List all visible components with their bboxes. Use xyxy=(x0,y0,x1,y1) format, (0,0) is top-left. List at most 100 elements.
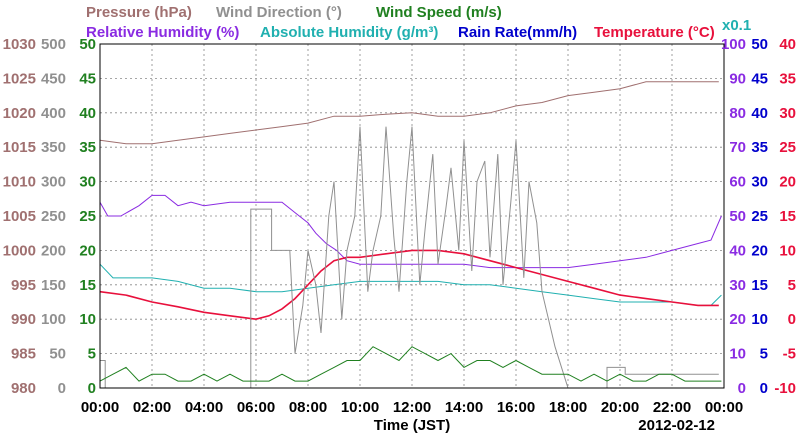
tick-label-temperature: 15 xyxy=(779,208,796,225)
tick-label-temperature: 30 xyxy=(779,105,796,122)
tick-label-humidity: 0 xyxy=(738,380,746,397)
tick-label-wind-direction: 0 xyxy=(58,380,66,397)
series-line-temperature xyxy=(99,249,719,321)
tick-label-wind-speed: 25 xyxy=(79,208,96,225)
x-tick-label: 02:00 xyxy=(133,399,171,416)
tick-label-temperature: 5 xyxy=(788,277,796,294)
tick-label-humidity: 100 xyxy=(721,36,746,53)
tick-label-rain-rate: 35 xyxy=(751,139,768,156)
x-tick-label: 12:00 xyxy=(393,399,431,416)
plot-grid xyxy=(100,44,724,388)
tick-label-wind-speed: 5 xyxy=(88,346,96,363)
legend-relative-humidity: Relative Humidity (%) xyxy=(86,24,239,41)
x-tick-label: 04:00 xyxy=(185,399,223,416)
tick-label-rain-rate: 15 xyxy=(751,277,768,294)
tick-label-humidity: 40 xyxy=(729,242,746,259)
tick-label-humidity: 70 xyxy=(729,139,746,156)
legend-multiplier: x0.1 xyxy=(722,17,751,34)
tick-label-rain-rate: 50 xyxy=(751,36,768,53)
tick-label-temperature: -10 xyxy=(774,380,796,397)
tick-label-temperature: 25 xyxy=(779,139,796,156)
tick-label-temperature: 35 xyxy=(779,70,796,87)
tick-label-wind-direction: 150 xyxy=(41,277,66,294)
tick-label-wind-speed: 15 xyxy=(79,277,96,294)
series-line-pressure xyxy=(99,81,719,145)
tick-label-humidity: 10 xyxy=(729,346,746,363)
x-tick-label: 10:00 xyxy=(341,399,379,416)
x-tick-label: 18:00 xyxy=(549,399,587,416)
tick-label-rain-rate: 20 xyxy=(751,242,768,259)
tick-label-pressure: 1005 xyxy=(3,208,36,225)
x-tick-label: 22:00 xyxy=(653,399,691,416)
tick-label-temperature: 10 xyxy=(779,242,796,259)
tick-label-wind-speed: 30 xyxy=(79,174,96,191)
series-line-humidity xyxy=(99,194,722,269)
tick-label-wind-direction: 250 xyxy=(41,208,66,225)
tick-label-humidity: 80 xyxy=(729,105,746,122)
tick-label-rain-rate: 10 xyxy=(751,311,768,328)
tick-label-rain-rate: 40 xyxy=(751,105,768,122)
tick-label-humidity: 60 xyxy=(729,174,746,191)
series-line-wind-direction xyxy=(100,126,719,389)
tick-label-pressure: 985 xyxy=(11,346,36,363)
tick-label-wind-direction: 300 xyxy=(41,174,66,191)
legend-wind-direction: Wind Direction (°) xyxy=(216,4,342,21)
x-tick-label: 06:00 xyxy=(237,399,275,416)
tick-label-pressure: 1020 xyxy=(3,105,36,122)
x-tick-label: 00:00 xyxy=(81,399,119,416)
tick-label-wind-speed: 50 xyxy=(79,36,96,53)
tick-label-wind-direction: 50 xyxy=(49,346,66,363)
legend-absolute-humidity: Absolute Humidity (g/m³) xyxy=(260,24,438,41)
tick-label-pressure: 1015 xyxy=(3,139,36,156)
left-axis-ticks: 1030102510201015101010051000995990985980… xyxy=(3,36,96,397)
tick-label-pressure: 995 xyxy=(11,277,36,294)
date-label: 2012-02-12 xyxy=(638,417,715,434)
tick-label-temperature: 20 xyxy=(779,174,796,191)
tick-label-wind-direction: 100 xyxy=(41,311,66,328)
x-tick-label: 20:00 xyxy=(601,399,639,416)
tick-label-pressure: 1010 xyxy=(3,174,36,191)
x-axis-ticks: 00:00 02:00 04:00 06:00 08:00 10:00 12:00 14:00… xyxy=(81,399,743,416)
tick-label-wind-direction: 400 xyxy=(41,105,66,122)
tick-label-wind-speed: 45 xyxy=(79,70,96,87)
tick-label-pressure: 1030 xyxy=(3,36,36,53)
tick-label-wind-direction: 200 xyxy=(41,242,66,259)
legend-rain-rate: Rain Rate(mm/h) xyxy=(458,24,577,41)
x-tick-label: 08:00 xyxy=(289,399,327,416)
tick-label-temperature: -5 xyxy=(783,346,796,363)
tick-label-pressure: 980 xyxy=(11,380,36,397)
tick-label-wind-speed: 40 xyxy=(79,105,96,122)
tick-label-wind-direction: 450 xyxy=(41,70,66,87)
tick-label-rain-rate: 5 xyxy=(760,346,768,363)
tick-label-humidity: 30 xyxy=(729,277,746,294)
tick-label-rain-rate: 30 xyxy=(751,174,768,191)
tick-label-wind-speed: 35 xyxy=(79,139,96,156)
legend-pressure: Pressure (hPa) xyxy=(86,4,192,21)
tick-label-rain-rate: 0 xyxy=(760,380,768,397)
tick-label-pressure: 1025 xyxy=(3,70,36,87)
tick-label-rain-rate: 25 xyxy=(751,208,768,225)
x-tick-label: 16:00 xyxy=(497,399,535,416)
x-tick-label: 14:00 xyxy=(445,399,483,416)
right-axis-ticks: 1009080706050403020100504540353025201510… xyxy=(721,36,796,397)
plot-frame xyxy=(99,43,725,389)
tick-label-temperature: 40 xyxy=(779,36,796,53)
tick-label-wind-direction: 500 xyxy=(41,36,66,53)
series-line-humidity xyxy=(99,263,722,306)
legend-temperature: Temperature (°C) xyxy=(594,24,715,41)
tick-label-pressure: 990 xyxy=(11,311,36,328)
tick-label-rain-rate: 45 xyxy=(751,70,768,87)
tick-label-pressure: 1000 xyxy=(3,242,36,259)
tick-label-wind-speed: 10 xyxy=(79,311,96,328)
x-tick-label: 00:00 xyxy=(705,399,743,416)
tick-label-wind-speed: 20 xyxy=(79,242,96,259)
x-axis-label: Time (JST) xyxy=(374,417,450,434)
tick-label-wind-direction: 350 xyxy=(41,139,66,156)
legend-wind-speed: Wind Speed (m/s) xyxy=(376,4,502,21)
tick-label-wind-speed: 0 xyxy=(88,380,96,397)
tick-label-humidity: 90 xyxy=(729,70,746,87)
tick-label-humidity: 50 xyxy=(729,208,746,225)
series-line-wind-speed xyxy=(99,346,722,382)
tick-label-humidity: 20 xyxy=(729,311,746,328)
tick-label-temperature: 0 xyxy=(788,311,796,328)
